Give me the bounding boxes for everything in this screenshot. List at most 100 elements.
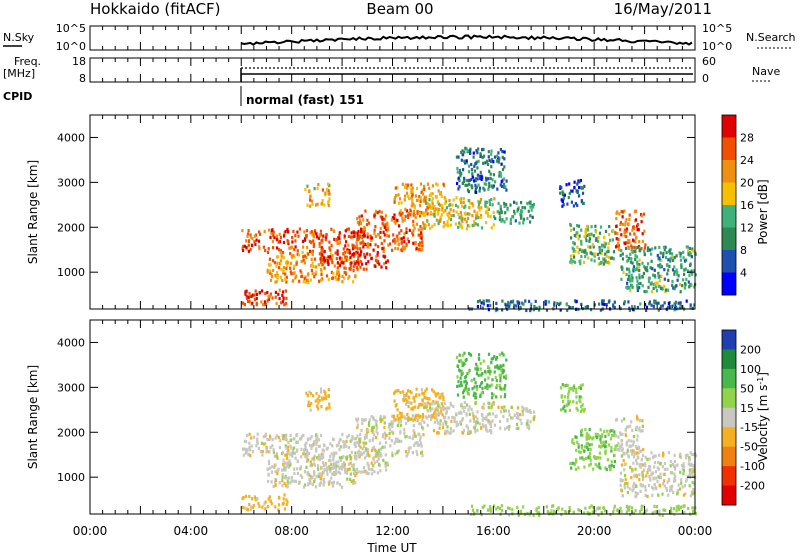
power-cell bbox=[584, 232, 587, 236]
velocity-cell bbox=[430, 417, 433, 422]
velocity-cell bbox=[506, 425, 509, 430]
velocity-cell bbox=[367, 471, 370, 476]
velocity-cell bbox=[468, 352, 471, 356]
power-cell bbox=[667, 268, 670, 272]
power-cell bbox=[282, 240, 286, 245]
power-cell bbox=[599, 261, 602, 266]
power-cell bbox=[359, 253, 362, 257]
velocity-cell bbox=[638, 426, 641, 430]
velocity-cell bbox=[591, 510, 594, 514]
velocity-cell bbox=[501, 387, 504, 391]
power-cell bbox=[269, 269, 272, 273]
velocity-cell bbox=[400, 414, 403, 418]
power-cell bbox=[390, 218, 393, 222]
power-cell bbox=[269, 271, 272, 275]
velocity-cell bbox=[604, 442, 607, 446]
velocity-cell bbox=[598, 462, 601, 466]
velocity-cell bbox=[526, 419, 529, 423]
power-cell bbox=[258, 230, 261, 234]
velocity-cell bbox=[363, 444, 366, 449]
power-cell bbox=[382, 230, 385, 234]
power-cell bbox=[647, 276, 650, 280]
power-cell bbox=[269, 235, 272, 239]
velocity-cell bbox=[587, 447, 590, 451]
velocity-cell bbox=[289, 444, 292, 448]
power-cell bbox=[361, 240, 364, 245]
velocity-cell bbox=[575, 401, 578, 405]
velocity-cell bbox=[662, 482, 665, 486]
power-cell bbox=[340, 256, 343, 260]
power-cell bbox=[275, 264, 278, 268]
velocity-cell bbox=[391, 414, 394, 418]
velocity-cell bbox=[471, 411, 474, 415]
velocity-cell bbox=[552, 509, 555, 513]
power-cell bbox=[474, 222, 477, 226]
power-cell bbox=[294, 239, 297, 243]
power-cell bbox=[465, 227, 468, 231]
velocity-cell bbox=[315, 449, 318, 453]
velocity-cell bbox=[397, 449, 400, 453]
power-cell bbox=[660, 287, 663, 291]
velocity-cell bbox=[247, 452, 250, 456]
velocity-cell bbox=[476, 410, 479, 414]
power-cell bbox=[313, 275, 316, 279]
velocity-cell bbox=[462, 389, 466, 393]
velocity-cell bbox=[537, 506, 540, 510]
power-cell bbox=[562, 203, 565, 207]
power-cell bbox=[420, 236, 423, 240]
velocity-cell bbox=[655, 505, 659, 509]
velocity-cell bbox=[580, 395, 583, 399]
power-cell bbox=[559, 191, 562, 195]
power-cell bbox=[323, 266, 326, 270]
power-cell bbox=[626, 277, 630, 281]
velocity-cell bbox=[608, 443, 611, 447]
power-cell bbox=[459, 170, 462, 174]
power-cell bbox=[667, 305, 670, 309]
velocity-cell bbox=[473, 391, 476, 395]
velocity-cell bbox=[577, 508, 580, 512]
power-cell bbox=[344, 266, 347, 270]
power-cell bbox=[660, 258, 663, 262]
power-cell bbox=[374, 234, 377, 238]
velocity-cell bbox=[482, 359, 485, 363]
power-cell bbox=[250, 294, 253, 298]
power-cell bbox=[276, 274, 279, 279]
power-cell bbox=[475, 185, 478, 189]
power-cell bbox=[595, 230, 598, 234]
velocity-cell bbox=[508, 413, 511, 417]
power-cell bbox=[620, 277, 623, 281]
velocity-cell bbox=[583, 407, 586, 412]
power-cell bbox=[500, 219, 503, 223]
velocity-cell bbox=[284, 444, 287, 448]
velocity-cell bbox=[673, 507, 676, 511]
velocity-cell bbox=[363, 451, 366, 455]
power-cell bbox=[474, 187, 477, 191]
power-cell bbox=[625, 229, 628, 233]
power-cell bbox=[273, 261, 277, 265]
power-cell bbox=[479, 215, 482, 220]
velocity-cell bbox=[323, 467, 326, 471]
power-cell bbox=[499, 183, 502, 187]
power-cell bbox=[629, 279, 632, 283]
power-cell bbox=[643, 246, 646, 250]
power-cell bbox=[266, 250, 270, 254]
colorbar-swatch bbox=[722, 137, 736, 161]
power-cell bbox=[501, 308, 504, 312]
velocity-cell bbox=[598, 465, 601, 469]
velocity-cell bbox=[323, 444, 326, 448]
power-cell bbox=[691, 272, 694, 276]
velocity-cell bbox=[463, 380, 466, 384]
power-cell bbox=[647, 246, 650, 250]
velocity-cell bbox=[575, 395, 578, 399]
power-cell bbox=[671, 252, 674, 256]
power-cell bbox=[660, 274, 663, 279]
velocity-cell bbox=[295, 449, 298, 453]
power-cell bbox=[461, 219, 464, 223]
velocity-cell bbox=[312, 480, 316, 484]
power-cell bbox=[490, 226, 493, 230]
velocity-cell bbox=[386, 461, 389, 465]
power-cell bbox=[463, 205, 466, 210]
velocity-cell bbox=[651, 471, 655, 475]
velocity-cell bbox=[641, 470, 644, 474]
power-cell bbox=[675, 254, 678, 258]
